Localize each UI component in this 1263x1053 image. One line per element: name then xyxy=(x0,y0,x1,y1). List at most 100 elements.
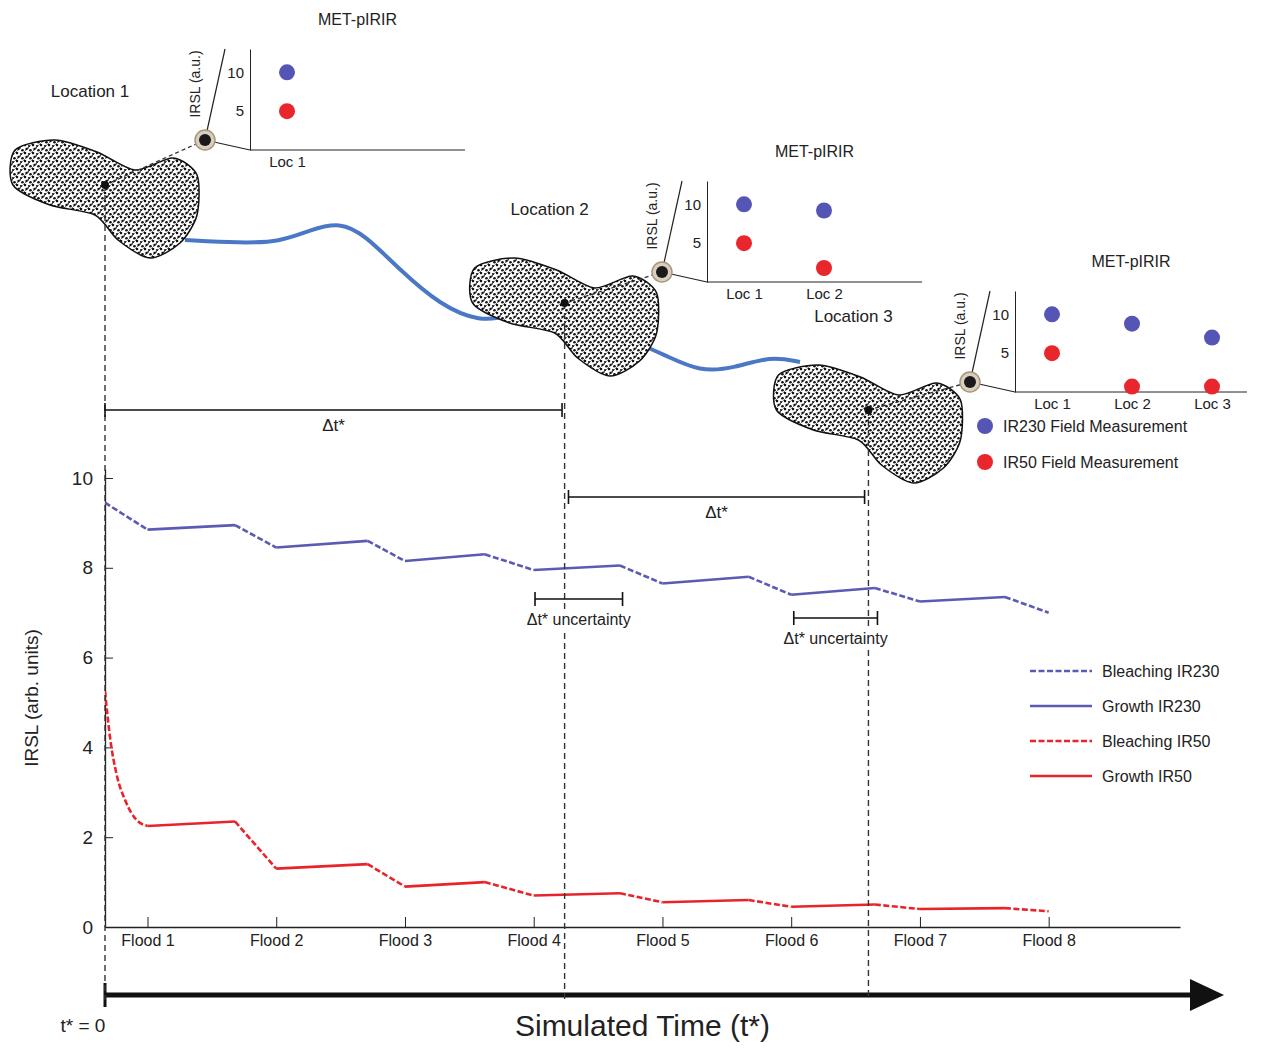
field-point xyxy=(736,196,752,212)
tick: Flood 1 xyxy=(121,917,174,949)
origin-label: t* = 0 xyxy=(61,1015,106,1036)
tick: Flood 5 xyxy=(636,917,689,949)
inset-y-axis: 5 10 xyxy=(227,50,250,151)
tick: Loc 1 xyxy=(269,150,306,170)
inset: 510Loc 1Loc 2Loc 3MET-pIRIRIRSL (a.u.) xyxy=(868,253,1247,412)
tick: 8 xyxy=(82,557,113,578)
legend-label: IR230 Field Measurement xyxy=(1003,418,1188,435)
x-axis-line xyxy=(106,927,1181,928)
figure: Location 1Location 2Location 3510Loc 1ME… xyxy=(0,0,1263,1053)
inset-y-title: IRSL (a.u.) xyxy=(644,182,660,249)
tick: Loc 2 xyxy=(806,282,843,302)
tick-label: 10 xyxy=(992,306,1009,323)
magnifier xyxy=(960,372,980,392)
tick-label: Loc 2 xyxy=(806,285,843,302)
legend: IR230 Field MeasurementIR50 Field Measur… xyxy=(977,418,1188,471)
tick-label: 10 xyxy=(72,468,93,489)
field-point xyxy=(279,64,295,80)
magnifier xyxy=(195,130,215,150)
tick-label: 8 xyxy=(82,557,93,578)
inset-points xyxy=(736,196,832,276)
legend-swatch xyxy=(1030,705,1092,708)
tick-mark xyxy=(105,837,113,838)
inset-y-axis: 510 xyxy=(992,292,1015,393)
tick: 10 xyxy=(684,196,707,213)
field-point xyxy=(736,235,752,251)
time-arrow-head xyxy=(1190,979,1224,1011)
tick: Flood 4 xyxy=(508,917,561,949)
tick: 2 xyxy=(82,827,113,848)
perspective-line xyxy=(970,291,990,382)
tick: Loc 1 xyxy=(726,282,763,302)
tick-label: 4 xyxy=(82,737,93,758)
location-label: Location 1 xyxy=(51,82,129,101)
magnifier-lens xyxy=(199,134,211,146)
tick-label: Flood 6 xyxy=(765,932,818,949)
tick: 6 xyxy=(82,647,113,668)
uncertainty-bracket xyxy=(535,592,623,606)
tick-label: 6 xyxy=(82,647,93,668)
tick-mark xyxy=(662,917,663,927)
tick-label: Loc 3 xyxy=(1194,395,1231,412)
perspective-line xyxy=(205,49,225,140)
series-line xyxy=(147,525,1004,601)
field-point xyxy=(1124,379,1140,395)
river xyxy=(630,340,800,370)
tick: Loc 2 xyxy=(1114,392,1151,412)
x-axis-title: Simulated Time (t*) xyxy=(515,1009,770,1042)
magnifier-lens xyxy=(656,266,668,278)
tick: Flood 8 xyxy=(1022,917,1075,949)
interval-label: Δt* xyxy=(705,503,728,522)
tick-label: 2 xyxy=(82,827,93,848)
tick: 10 xyxy=(72,468,113,489)
magnifier xyxy=(652,262,672,282)
inset-y-axis-line xyxy=(707,182,708,283)
tick: 5 xyxy=(693,234,707,251)
tick: Loc 1 xyxy=(1034,392,1071,412)
tick: 0 xyxy=(82,917,113,938)
tick-label: 0 xyxy=(82,917,93,938)
tick: Loc 3 xyxy=(1194,392,1231,412)
tick: 5 xyxy=(236,102,250,119)
tick-mark xyxy=(105,658,113,659)
legend-swatch xyxy=(1030,740,1092,743)
tick-label: Loc 1 xyxy=(726,285,763,302)
field-point xyxy=(816,203,832,219)
legend-swatch xyxy=(1030,775,1092,778)
series-line xyxy=(105,503,1049,613)
tick-mark xyxy=(534,917,535,927)
tick-label: 5 xyxy=(693,234,701,251)
label-patch xyxy=(524,610,634,629)
perspective-line xyxy=(662,181,682,272)
tick-mark xyxy=(105,568,113,569)
field-point xyxy=(1204,330,1220,346)
uncertainty-label: Δt* uncertainty xyxy=(527,611,631,628)
inset-x-axis: Loc 1 xyxy=(250,150,465,170)
location-label: Location 3 xyxy=(814,307,892,326)
inset-points xyxy=(1044,306,1220,394)
tick: Flood 7 xyxy=(894,917,947,949)
inset-x-axis: Loc 1 Loc 2 xyxy=(707,282,922,302)
legend-label: Bleaching IR50 xyxy=(1102,733,1211,750)
connector xyxy=(105,140,205,185)
location-line xyxy=(564,303,565,1000)
tick: 10 xyxy=(227,64,250,81)
location-point xyxy=(561,299,569,307)
series-line xyxy=(147,821,1004,909)
inset-y-axis-line xyxy=(250,50,251,151)
time-arrow xyxy=(105,993,1195,998)
location-point xyxy=(864,406,872,414)
x-axis: Flood 1Flood 2Flood 3Flood 4Flood 5Flood… xyxy=(106,917,1181,949)
location-point xyxy=(101,181,109,189)
inset-title: MET-pIRIR xyxy=(1091,253,1170,270)
legend-swatch xyxy=(977,454,993,470)
magnifier-lens xyxy=(964,376,976,388)
tick: 10 xyxy=(992,306,1015,323)
field-point xyxy=(1204,379,1220,395)
field-point xyxy=(1124,316,1140,332)
tick-label: Flood 4 xyxy=(508,932,561,949)
y-axis-title: IRSL (arb. units) xyxy=(21,629,42,767)
inset-y-axis-line xyxy=(1015,292,1016,393)
inset: 510Loc 1Loc 2MET-pIRIRIRSL (a.u.) xyxy=(565,143,922,303)
tick-label: 10 xyxy=(227,64,244,81)
